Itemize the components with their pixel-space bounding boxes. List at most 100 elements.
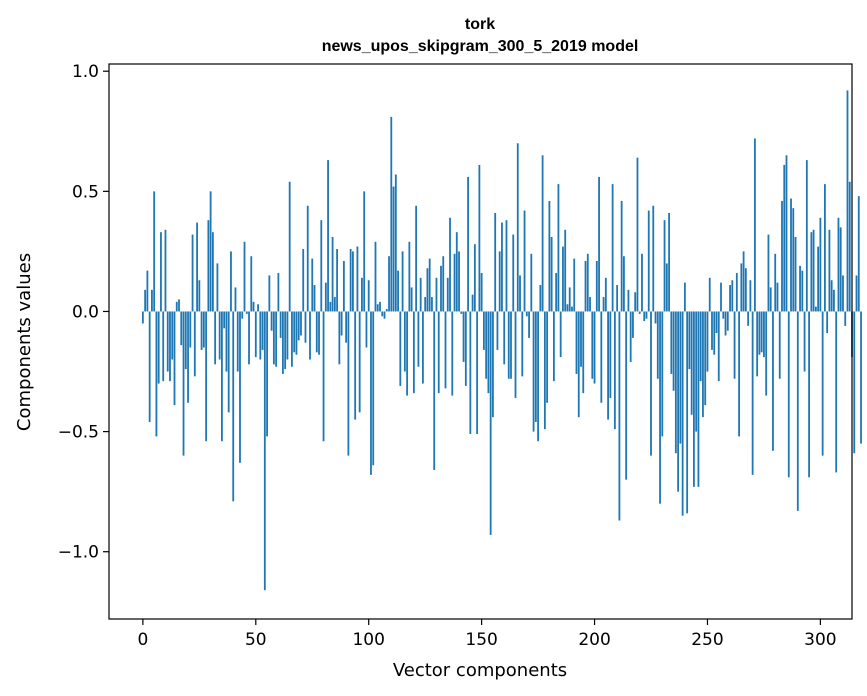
bar [302,249,305,312]
bar [523,210,526,312]
bar [412,311,415,394]
bar [473,244,476,312]
bar [810,232,813,312]
bar [392,186,395,312]
bar [799,265,801,312]
bar [677,311,680,492]
bar [241,311,244,319]
bar [738,311,740,437]
bar [467,176,469,312]
bar [507,311,510,379]
bar [711,311,713,350]
bar [422,311,424,384]
bar [733,311,736,379]
bars-group [141,90,862,591]
bar [173,311,176,406]
bar [702,311,704,418]
bar [629,311,632,362]
bar [839,227,842,312]
bar [855,275,858,312]
bar [686,311,689,514]
bar [744,268,747,312]
bar [783,164,786,312]
bar [234,287,237,312]
bar [198,280,201,312]
bar [566,304,569,312]
bar [860,311,862,444]
bar [259,311,262,360]
bar [437,311,440,394]
bar [695,311,698,432]
bar [408,241,411,312]
bar [575,311,578,374]
bar [428,258,431,312]
bar [706,311,709,372]
bar [543,311,546,430]
bar [659,311,661,504]
y-tick-label: 0.5 [72,182,99,202]
bar [390,116,393,312]
bar [670,311,673,374]
bar [785,155,788,312]
bar [781,200,783,312]
bar [817,246,820,312]
bar [435,277,438,312]
bar [410,287,413,312]
bar [223,311,226,329]
bar [824,184,826,312]
bar [279,311,282,338]
bar [322,311,325,442]
bar [352,251,354,312]
x-tick-label: 200 [578,630,610,650]
bar [449,217,451,312]
bar [613,311,616,430]
bar [309,311,311,360]
bar [602,297,605,312]
bar [374,241,377,312]
x-tick-label: 100 [352,630,384,650]
y-tick-label: 0.0 [72,302,99,322]
bar [564,229,567,312]
bar [792,208,795,312]
bar [141,311,144,324]
bar [333,297,336,312]
bar [232,311,235,502]
bar [182,311,185,456]
bar [805,160,808,312]
y-axis-ticks: −1.0 −0.5 0.0 0.5 1.0 [58,62,109,563]
bar [471,294,474,312]
bar [787,311,790,478]
bar [485,311,488,379]
bar [505,220,508,312]
bar [826,311,829,334]
bar [189,311,192,348]
bar [735,273,738,312]
bar [327,160,329,312]
bar [769,287,772,312]
chart-title-line2: news_upos_skipgram_300_5_2019 model [322,38,639,55]
bar [604,277,607,312]
bar [175,301,178,312]
bar [284,311,287,370]
bar [193,311,196,377]
bar [577,311,580,418]
bar [652,205,655,312]
bar [349,249,352,312]
bar [774,253,777,312]
bar [205,311,208,442]
bar [555,273,558,312]
bar [704,311,707,406]
bar [665,263,668,312]
bar [331,236,334,312]
bar [476,311,479,434]
bar [329,301,332,312]
bar [245,311,248,314]
bar [320,220,323,312]
bar [753,138,756,312]
bar [532,311,535,432]
bar [403,311,406,372]
bar [595,261,598,312]
bar [618,311,621,521]
bar [790,198,792,312]
bar [200,311,203,350]
